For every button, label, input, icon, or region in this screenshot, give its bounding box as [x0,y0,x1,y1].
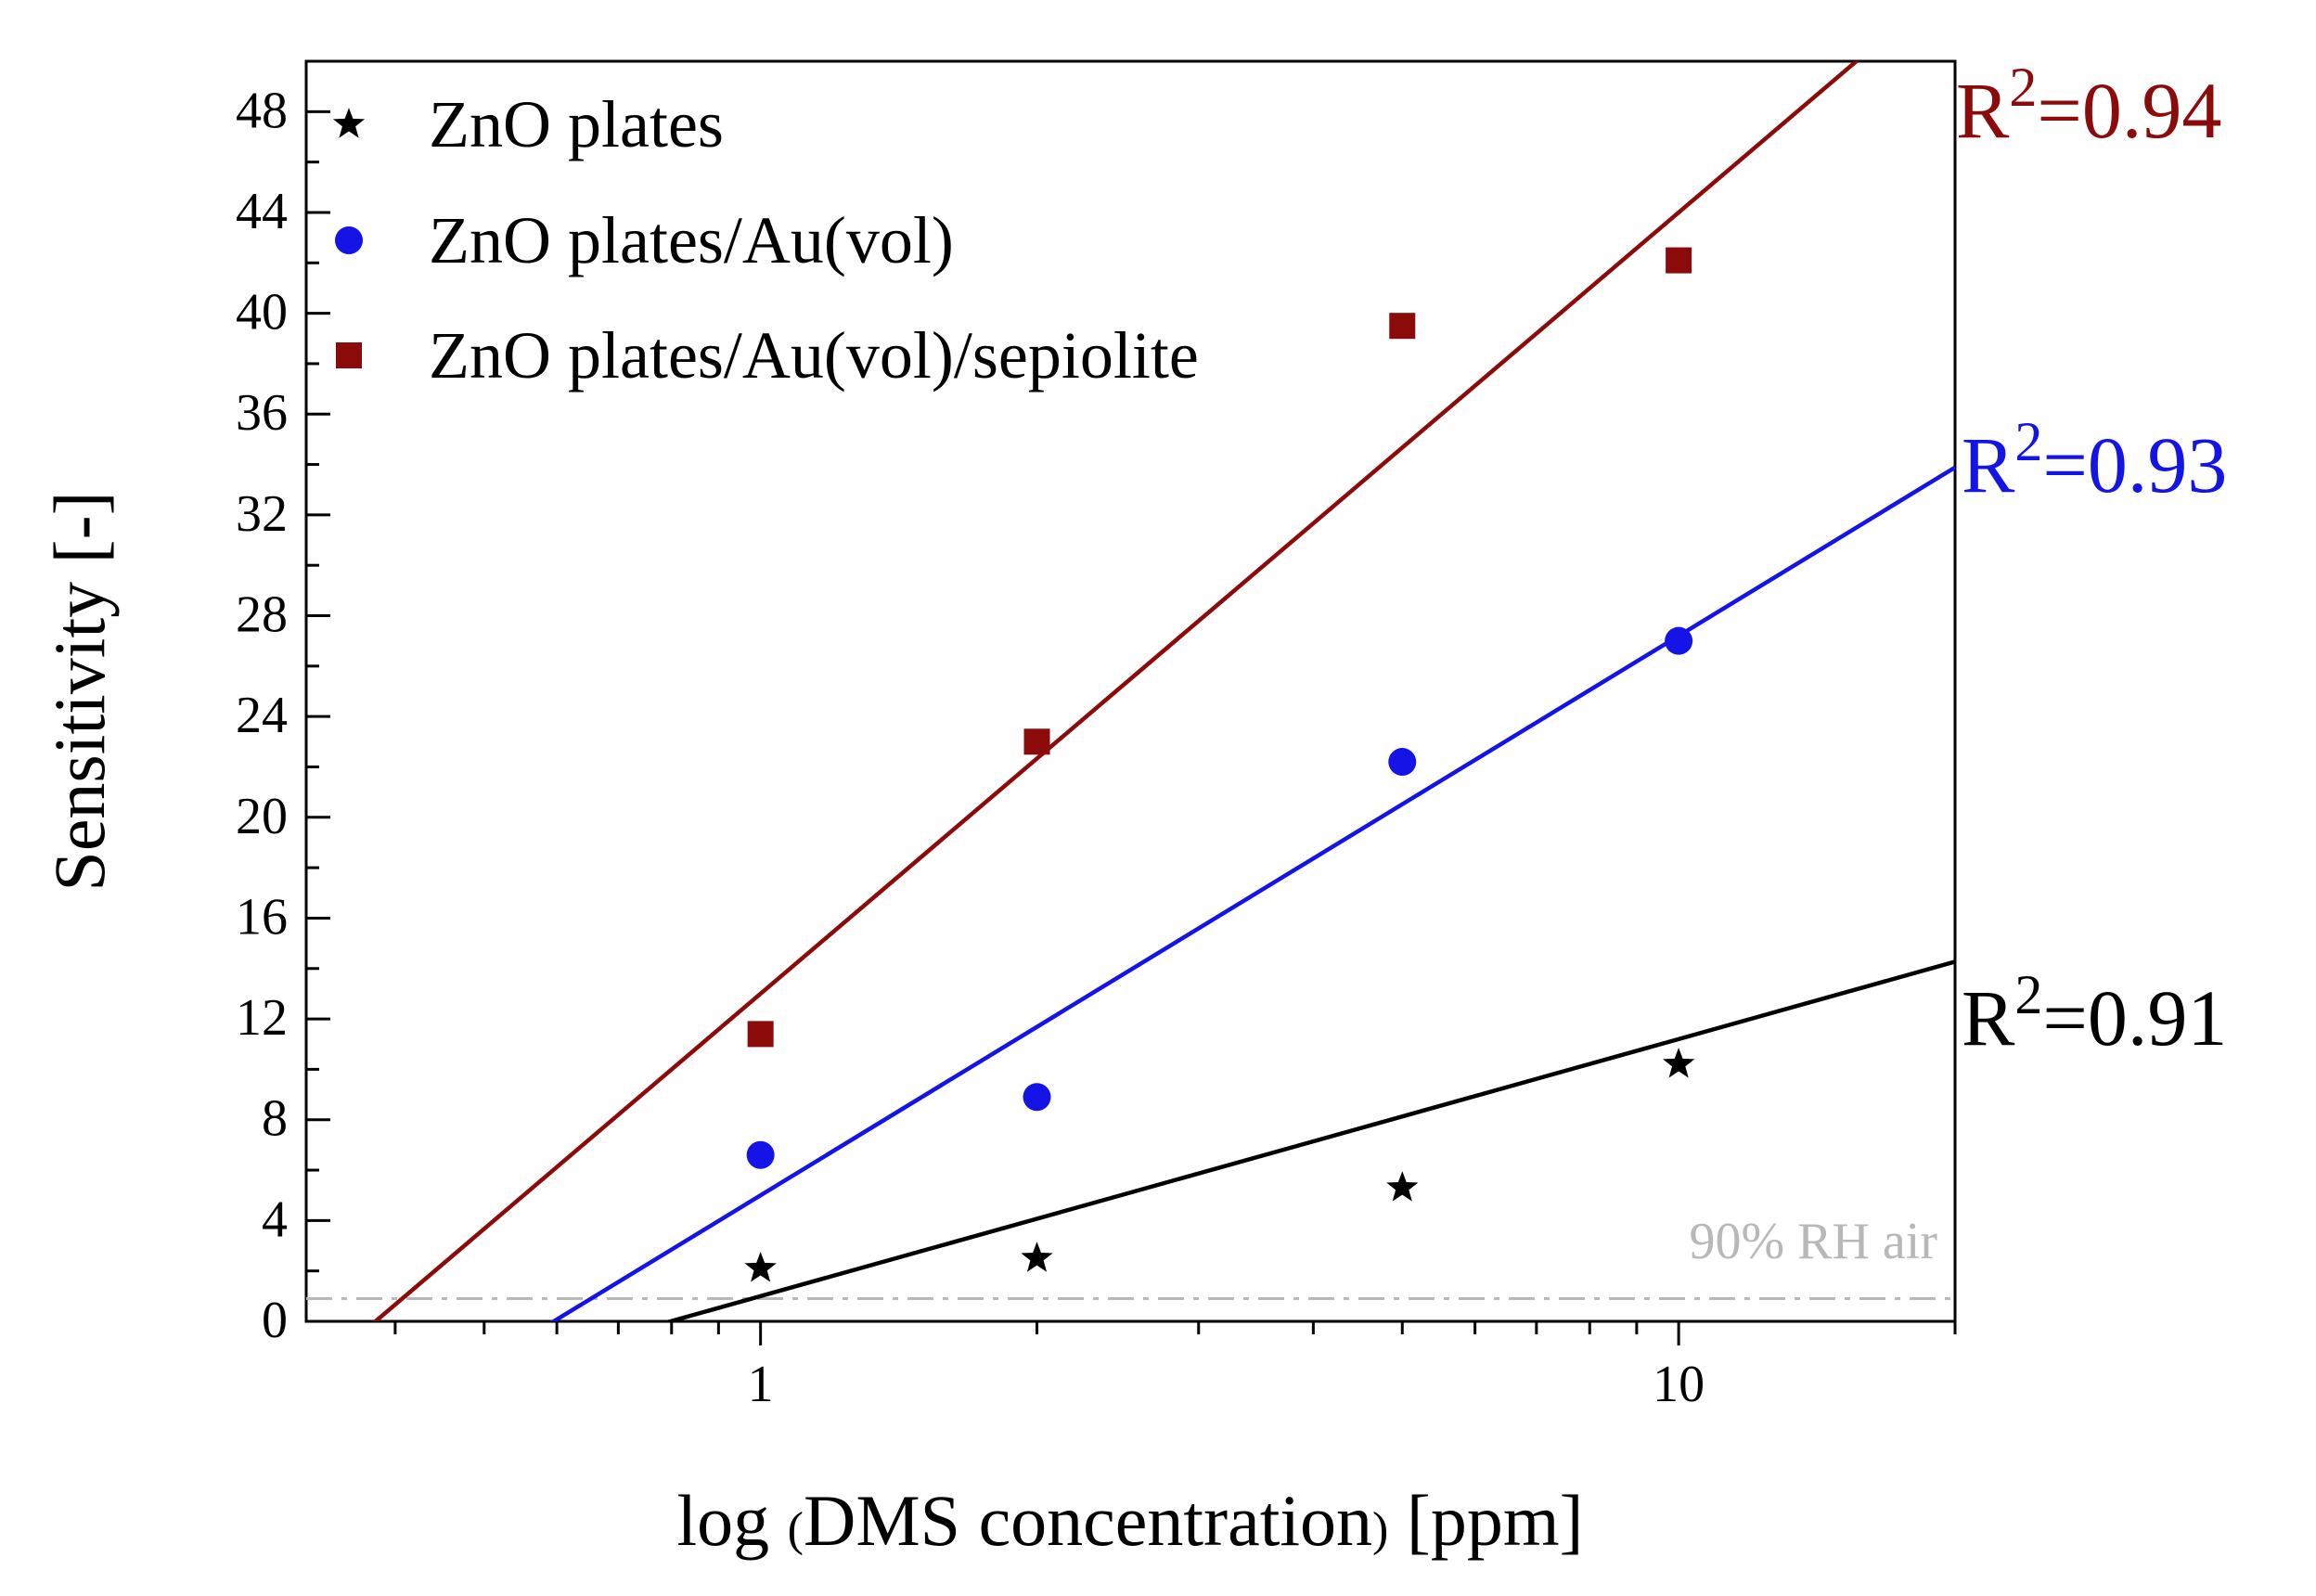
y-tick-label: 24 [236,687,288,744]
legend-label: ZnO plates/Au(vol)/sepiolite [429,318,1199,393]
r2-label-superscript: 2 [2014,964,2042,1025]
legend-marker-square [336,342,362,368]
y-axis-label: Sensitivity [-] [39,491,120,891]
y-tick-label: 16 [236,888,288,946]
x-axis-label-suffix: [ppm] [1388,1480,1583,1561]
plot-frame [304,59,1957,1323]
y-tick-label: 28 [236,586,288,644]
r2-label-value: =0.91 [2042,973,2227,1062]
r2-label-superscript: 2 [2014,411,2042,472]
y-tick-label: 8 [262,1090,288,1148]
r2-label-base: R [1962,420,2015,509]
r2-label: R2=0.93 [1962,411,2227,509]
data-point-circle [1665,626,1693,655]
data-point-star [1021,1242,1053,1272]
data-point-star [1386,1171,1419,1202]
r2-label-base: R [1962,973,2015,1062]
y-tick-label: 20 [236,788,288,845]
y-tick-label: 36 [236,384,288,442]
y-tick-label: 12 [236,989,288,1047]
r2-label: R2=0.91 [1962,964,2227,1062]
data-point-star [1663,1048,1695,1078]
r2-label: R2=0.94 [1956,57,2221,155]
x-axis-label-main: DMS concentration [804,1480,1372,1561]
x-axis-label-paren-open: ( [788,1503,804,1556]
x-tick-label: 10 [1653,1356,1705,1413]
r2-label-base: R [1956,66,2010,155]
r2-label-superscript: 2 [2009,57,2037,118]
r2-label-value: =0.94 [2037,66,2221,155]
reference-line-label: 90% RH air [1689,1213,1937,1270]
data-point-circle [746,1140,775,1169]
y-tick-label: 40 [236,284,288,341]
data-point-star [744,1252,777,1282]
legend-marker-star [332,108,366,138]
x-axis-label-paren-close: ) [1372,1503,1388,1556]
data-point-square [1023,728,1050,755]
y-tick-label: 4 [262,1191,288,1248]
y-tick-label: 44 [236,183,288,240]
y-tick-label: 0 [262,1292,288,1349]
data-point-square [1666,247,1692,274]
r2-label-value: =0.93 [2042,420,2227,509]
legend-marker-circle [335,226,363,254]
y-tick-label: 48 [236,82,288,139]
x-axis-label-prefix: log [677,1480,788,1561]
fit-line [663,959,1955,1321]
x-axis-label: log (DMS concentration) [ppm] [677,1480,1584,1561]
data-point-circle [1023,1083,1051,1112]
fit-line [372,61,1860,1321]
x-tick-label: 1 [748,1356,774,1413]
data-point-square [747,1021,774,1048]
legend-label: ZnO plates/Au(vol) [429,203,954,277]
y-tick-label: 32 [236,485,288,543]
legend-label: ZnO plates [429,87,724,161]
data-point-circle [1388,748,1417,777]
data-point-square [1389,313,1416,340]
